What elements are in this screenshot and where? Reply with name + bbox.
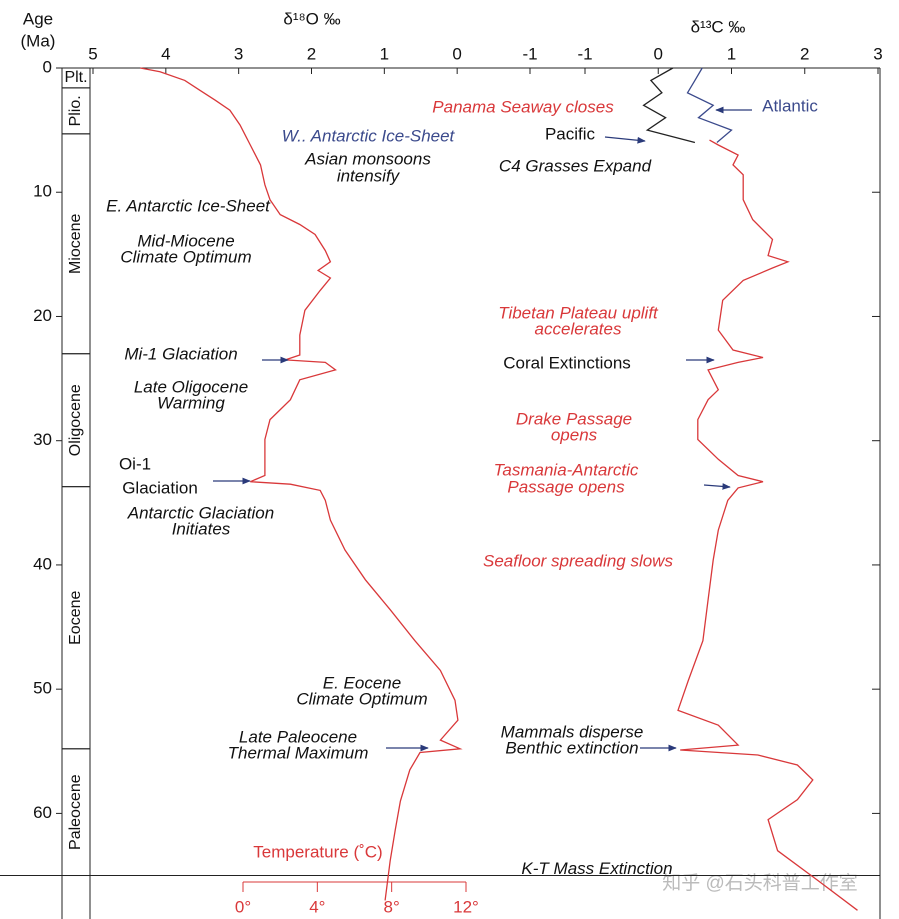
annotation: W.. Antarctic Ice-Sheet: [282, 126, 456, 145]
x-tick-label: 2: [800, 44, 809, 63]
annotation: Passage opens: [507, 477, 625, 496]
y-tick-label: 20: [33, 306, 52, 325]
x-tick-label: 3: [873, 44, 882, 63]
annotation: Antarctic Glaciation: [127, 503, 274, 522]
annotation: Glaciation: [122, 478, 198, 497]
annotation: Tasmania-Antarctic: [494, 460, 639, 479]
annotation: Coral Extinctions: [503, 353, 631, 372]
y-axis-unit: (Ma): [21, 31, 56, 50]
annotation: Climate Optimum: [120, 247, 251, 266]
annotation: Warming: [157, 393, 225, 412]
annotation: Climate Optimum: [296, 689, 427, 708]
watermark: 知乎 @石头科普工作室: [662, 872, 858, 894]
series-line: [642, 67, 696, 144]
epoch-label: Oligocene: [67, 384, 84, 456]
series-label: Atlantic: [762, 96, 818, 115]
annotation: Thermal Maximum: [228, 743, 369, 762]
series-label: Pacific: [545, 124, 596, 143]
annotation: intensify: [337, 166, 401, 185]
temperature-tick-label: 0°: [235, 897, 251, 916]
annotation: Mammals disperse: [501, 722, 644, 741]
x-tick-label: 1: [380, 44, 389, 63]
x-tick-label: 0: [452, 44, 461, 63]
series-line: [677, 139, 858, 911]
y-tick-label: 0: [43, 57, 52, 76]
annotation: Late Paleocene: [239, 727, 357, 746]
annotation: Seafloor spreading slows: [483, 551, 673, 570]
x-tick-label: -1: [577, 44, 592, 63]
x-tick-label: 3: [234, 44, 243, 63]
arrow: [604, 136, 646, 144]
annotation: Tibetan Plateau uplift: [498, 303, 659, 322]
series-line: [140, 67, 463, 901]
annotation: Drake Passage: [516, 409, 632, 428]
temperature-tick-label: 8°: [384, 897, 400, 916]
series-line: [686, 67, 733, 143]
annotation: opens: [551, 425, 598, 444]
kt-label: K-T Mass Extinction: [521, 859, 672, 878]
annotation: accelerates: [535, 319, 622, 338]
epoch-label: Paleocene: [67, 774, 84, 850]
temperature-tick-label: 4°: [309, 897, 325, 916]
annotation: Oi-1: [119, 454, 151, 473]
y-tick-label: 30: [33, 430, 52, 449]
annotation: Mid-Miocene: [137, 231, 234, 250]
y-tick-label: 60: [33, 803, 52, 822]
annotation: Initiates: [172, 519, 231, 538]
x-tick-label: 1: [727, 44, 736, 63]
y-tick-label: 10: [33, 182, 52, 201]
temperature-tick-label: 12°: [453, 897, 479, 916]
annotation: Asian monsoons: [304, 149, 431, 168]
annotation: E. Eocene: [323, 673, 401, 692]
x-tick-label: 4: [161, 44, 170, 63]
epoch-label: Miocene: [67, 213, 84, 274]
temperature-axis-title: Temperature (˚C): [253, 842, 382, 861]
arrow: [703, 483, 731, 490]
x-tick-label: -1: [522, 44, 537, 63]
annotation: Late Oligocene: [134, 377, 248, 396]
x-tick-label: 5: [88, 44, 97, 63]
annotation: Benthic extinction: [505, 738, 638, 757]
epoch-label: Eocene: [67, 590, 84, 644]
y-tick-label: 50: [33, 679, 52, 698]
x-axis-title: δ¹⁸O ‰: [283, 9, 340, 28]
annotation: E. Antarctic Ice-Sheet: [106, 196, 271, 215]
epoch-label: Plt.: [64, 69, 87, 86]
x-tick-label: 2: [307, 44, 316, 63]
x-tick-label: 0: [654, 44, 663, 63]
y-axis-title: Age: [23, 9, 53, 28]
annotation: Panama Seaway closes: [432, 97, 614, 116]
annotation: Mi-1 Glaciation: [124, 344, 237, 363]
annotation: C4 Grasses Expand: [499, 156, 652, 175]
y-tick-label: 40: [33, 554, 52, 573]
x2-axis-title: δ¹³C ‰: [691, 17, 746, 36]
epoch-label: Plio.: [67, 95, 84, 126]
